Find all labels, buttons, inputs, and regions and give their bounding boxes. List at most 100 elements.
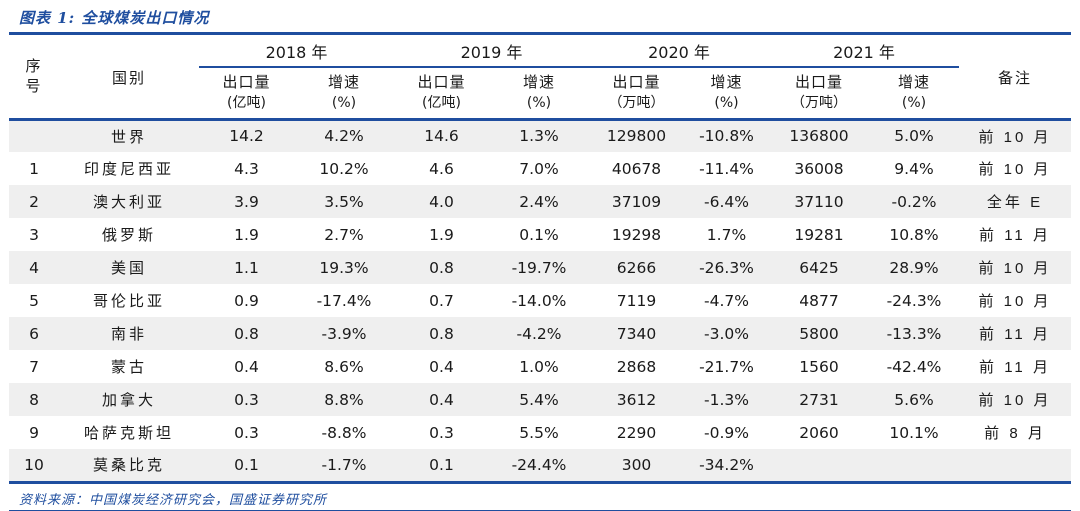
table-row: 3 俄罗斯 1.9 2.7% 1.9 0.1% 19298 1.7% 19281… [9, 218, 1071, 251]
cell-export-2020: 7119 [616, 291, 657, 310]
header-growth-2018: 增速 (%) [327, 73, 360, 112]
cell-remark: 前 11 月 [979, 326, 1051, 343]
row-seq-no: 10 [24, 455, 44, 474]
cell-growth-2018: 8.8% [324, 390, 364, 409]
header-export-2018: 出口量 (亿吨) [222, 73, 271, 112]
cell-export-2020: 3612 [616, 390, 657, 409]
bottom-rule [9, 509, 1071, 511]
cell-growth-2020: -34.2% [699, 455, 754, 474]
table-row: 9 哈萨克斯坦 0.3 -8.8% 0.3 5.5% 2290 -0.9% 20… [9, 416, 1071, 449]
cell-growth-2021: -24.3% [886, 291, 942, 310]
cell-export-2020: 300 [621, 455, 652, 474]
cell-export-2020: 19298 [611, 225, 662, 244]
cell-export-2019: 0.7 [429, 291, 454, 310]
cell-export-2018: 4.3 [234, 159, 259, 178]
cell-growth-2018: 4.2% [324, 127, 364, 146]
cell-growth-2019: 7.0% [519, 159, 559, 178]
header-growth-2019: 增速 (%) [522, 73, 555, 112]
cell-export-2018: 0.3 [234, 390, 259, 409]
header-growth-2020: 增速 (%) [710, 73, 743, 112]
cell-export-2019: 0.4 [429, 390, 454, 409]
cell-export-2021: 5800 [799, 324, 839, 343]
cell-growth-2019: 5.5% [519, 423, 559, 442]
row-seq-no: 5 [29, 291, 39, 310]
title-rule [9, 32, 1071, 35]
cell-export-2018: 0.8 [234, 324, 259, 343]
cell-growth-2019: 1.0% [519, 357, 559, 376]
cell-growth-2019: -19.7% [511, 258, 567, 277]
cell-growth-2020: -10.8% [699, 127, 754, 146]
table-body: 世界 14.2 4.2% 14.6 1.3% 129800 -10.8% 136… [9, 119, 1071, 482]
header-export-2021: 出口量 （万吨） [791, 73, 847, 112]
cell-growth-2018: 8.6% [324, 357, 364, 376]
row-country: 莫桑比克 [92, 457, 165, 475]
row-country: 俄罗斯 [101, 227, 156, 244]
table-row: 8 加拿大 0.3 8.8% 0.4 5.4% 3612 -1.3% 2731 … [9, 383, 1071, 416]
header-export-2019: 出口量 (亿吨) [417, 73, 466, 112]
cell-growth-2020: 1.7% [706, 225, 747, 244]
cell-export-2019: 4.0 [429, 192, 454, 211]
cell-growth-2021: -0.2% [891, 192, 937, 211]
row-seq-no: 6 [29, 324, 39, 343]
cell-export-2018: 0.1 [234, 455, 259, 474]
cell-growth-2019: -24.4% [511, 455, 567, 474]
cell-growth-2020: -3.0% [704, 324, 749, 343]
header-remark: 备注 [997, 69, 1032, 87]
cell-export-2021: 1560 [799, 357, 839, 376]
cell-growth-2019: -4.2% [516, 324, 562, 343]
cell-export-2021 [769, 449, 869, 482]
row-seq-no [9, 119, 59, 152]
cell-export-2019: 0.1 [429, 455, 454, 474]
cell-export-2019: 0.8 [429, 258, 454, 277]
cell-growth-2020: -26.3% [699, 258, 754, 277]
cell-remark: 全年 E [986, 194, 1044, 211]
row-country: 澳大利亚 [92, 194, 165, 211]
cell-growth-2021: 10.8% [889, 225, 939, 244]
cell-growth-2021: 9.4% [894, 159, 934, 178]
cell-growth-2020: -11.4% [699, 159, 754, 178]
header-seq-no: 序 号 [25, 58, 43, 96]
cell-export-2020: 37109 [611, 192, 662, 211]
cell-growth-2018: 10.2% [319, 159, 369, 178]
coal-export-table: 序 号 国别 2018 年 2019 年 2020 年 2021 年 备注 出口… [9, 37, 1071, 484]
row-seq-no: 9 [29, 423, 39, 442]
cell-export-2018: 1.1 [234, 258, 259, 277]
cell-growth-2019: 2.4% [519, 192, 559, 211]
cell-growth-2018: -3.9% [321, 324, 367, 343]
cell-export-2021: 19281 [794, 225, 844, 244]
cell-growth-2021: -13.3% [886, 324, 942, 343]
cell-export-2021: 36008 [794, 159, 844, 178]
cell-export-2019: 4.6 [429, 159, 454, 178]
row-country: 哥伦比亚 [92, 293, 165, 310]
row-country: 美国 [110, 260, 147, 277]
table-row: 1 印度尼西亚 4.3 10.2% 4.6 7.0% 40678 -11.4% … [9, 152, 1071, 185]
cell-export-2018: 0.3 [234, 423, 259, 442]
table-row: 5 哥伦比亚 0.9 -17.4% 0.7 -14.0% 7119 -4.7% … [9, 284, 1071, 317]
cell-export-2020: 40678 [611, 159, 662, 178]
header-year-2020: 2020 年 [589, 37, 769, 68]
cell-export-2019: 0.4 [429, 357, 454, 376]
cell-growth-2021 [869, 449, 959, 482]
cell-remark: 前 11 月 [979, 227, 1051, 244]
cell-remark: 前 10 月 [978, 392, 1052, 409]
cell-export-2018: 1.9 [234, 225, 259, 244]
cell-remark: 前 8 月 [984, 425, 1046, 442]
row-seq-no: 2 [29, 192, 39, 211]
cell-export-2018: 3.9 [234, 192, 259, 211]
row-country: 蒙古 [110, 359, 147, 376]
row-country: 哈萨克斯坦 [83, 425, 174, 442]
cell-growth-2021: 5.6% [894, 390, 934, 409]
table-header: 序 号 国别 2018 年 2019 年 2020 年 2021 年 备注 出口… [9, 37, 1071, 119]
table-row: 4 美国 1.1 19.3% 0.8 -19.7% 6266 -26.3% 64… [9, 251, 1071, 284]
cell-growth-2018: -1.7% [321, 455, 367, 474]
cell-growth-2020: -0.9% [704, 423, 749, 442]
row-seq-no: 8 [29, 390, 39, 409]
cell-export-2020: 7340 [616, 324, 657, 343]
row-seq-no: 1 [29, 159, 39, 178]
cell-remark: 前 10 月 [978, 161, 1052, 178]
cell-growth-2018: -8.8% [321, 423, 367, 442]
cell-growth-2018: 2.7% [324, 225, 364, 244]
cell-remark: 前 10 月 [978, 128, 1052, 146]
cell-growth-2020: -1.3% [704, 390, 749, 409]
cell-export-2021: 37110 [794, 192, 844, 211]
